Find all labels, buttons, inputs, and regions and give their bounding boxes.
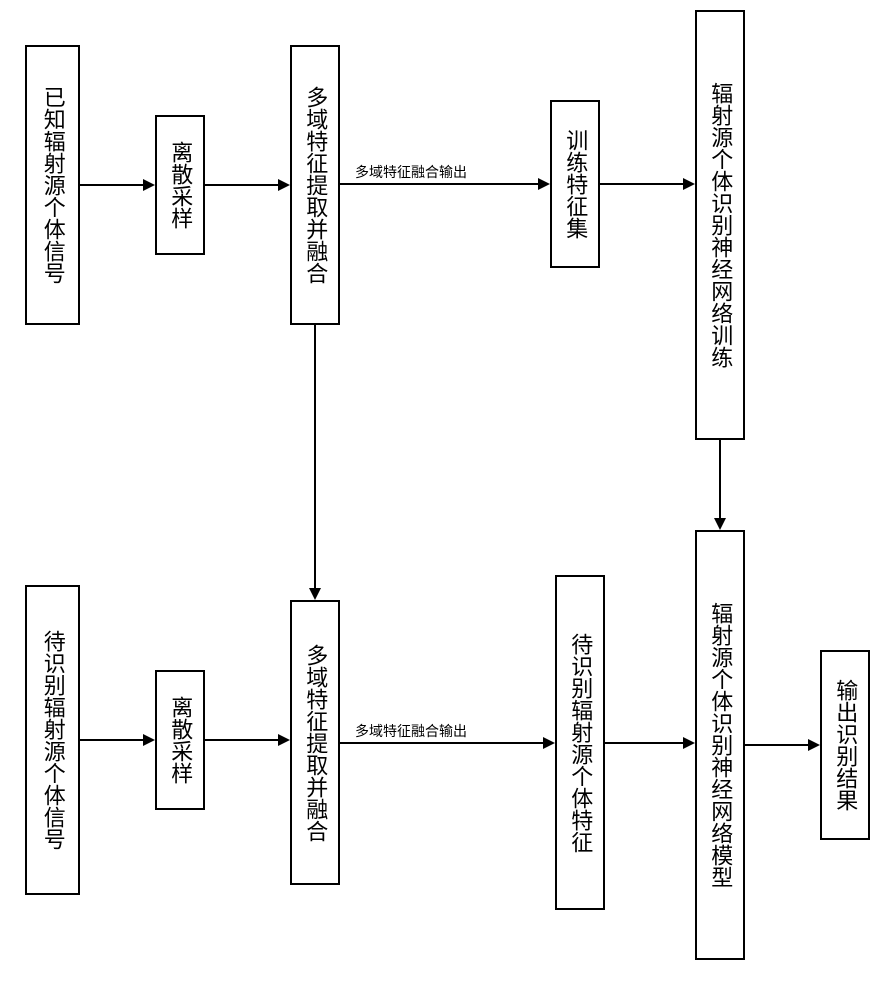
arrow-head-icon [278, 734, 290, 746]
arrow-head-icon [309, 588, 321, 600]
arrow-head-icon [808, 739, 820, 751]
edge-line [340, 183, 540, 185]
edge-line [605, 742, 685, 744]
edge-line [205, 184, 280, 186]
node-label: 待识别辐射源个体信号 [39, 630, 65, 850]
node-label: 多域特征提取并融合 [302, 644, 328, 842]
arrow-head-icon [683, 178, 695, 190]
edge-line [600, 183, 685, 185]
edge-line [205, 739, 280, 741]
edge-line [314, 325, 316, 590]
node-sampling-2: 离散采样 [155, 670, 205, 810]
node-label: 输出识别结果 [832, 679, 858, 811]
arrow-head-icon [543, 737, 555, 749]
arrow-head-icon [538, 178, 550, 190]
edge-line [745, 744, 810, 746]
node-nn-model: 辐射源个体识别神经网络模型 [695, 530, 745, 960]
node-label: 已知辐射源个体信号 [39, 86, 65, 284]
node-label: 辐射源个体识别神经网络模型 [707, 602, 733, 888]
node-label: 离散采样 [167, 696, 193, 784]
edge-label: 多域特征融合输出 [355, 162, 467, 182]
arrow-head-icon [143, 179, 155, 191]
edge-line [80, 184, 145, 186]
node-nn-training: 辐射源个体识别神经网络训练 [695, 10, 745, 440]
node-training-set: 训练特征集 [550, 100, 600, 268]
node-label: 训练特征集 [562, 129, 588, 239]
node-feature-fusion-2: 多域特征提取并融合 [290, 600, 340, 885]
arrow-head-icon [683, 737, 695, 749]
node-output-result: 输出识别结果 [820, 650, 870, 840]
node-label: 多域特征提取并融合 [302, 86, 328, 284]
node-sampling-1: 离散采样 [155, 115, 205, 255]
arrow-head-icon [143, 734, 155, 746]
node-label: 待识别辐射源个体特征 [567, 633, 593, 853]
arrow-head-icon [278, 179, 290, 191]
node-feature-fusion-1: 多域特征提取并融合 [290, 45, 340, 325]
edge-line [340, 742, 545, 744]
edge-label: 多域特征融合输出 [355, 721, 467, 741]
edge-line [80, 739, 145, 741]
arrow-head-icon [714, 518, 726, 530]
node-label: 离散采样 [167, 141, 193, 229]
node-unknown-signal: 待识别辐射源个体信号 [25, 585, 80, 895]
node-label: 辐射源个体识别神经网络训练 [707, 82, 733, 368]
node-known-signal: 已知辐射源个体信号 [25, 45, 80, 325]
edge-line [719, 440, 721, 520]
node-unknown-features: 待识别辐射源个体特征 [555, 575, 605, 910]
